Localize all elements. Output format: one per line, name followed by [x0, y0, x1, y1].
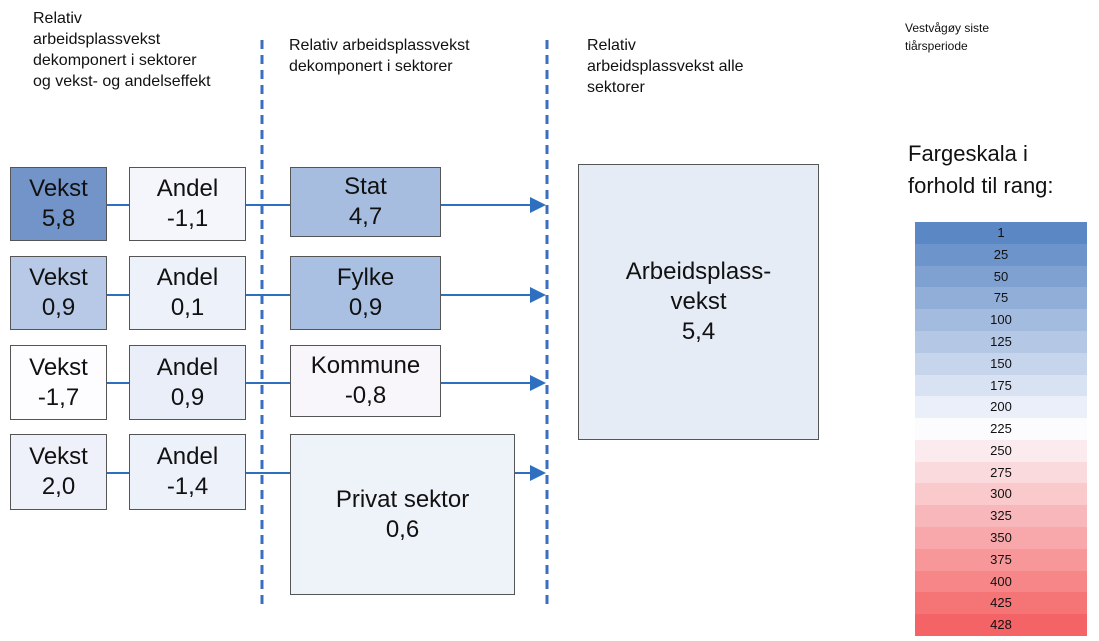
column-header: Relativ arbeidsplassvekst dekomponert i … [289, 37, 470, 75]
scale-entry: 375 [915, 548, 1087, 571]
scale-entry: 350 [915, 527, 1087, 549]
share-label: Andel [156, 353, 219, 381]
scale-entry: 1 [915, 222, 1087, 244]
total-box: Arbeidsplass- vekst 5,4 [578, 164, 819, 440]
growth-label: Vekst [29, 175, 88, 202]
scale-entry: 428 [915, 614, 1087, 636]
share-label: Andel [156, 264, 219, 291]
scale-entry: 400 [915, 570, 1087, 593]
growth-box: Vekst 0,9 [10, 256, 107, 330]
sector-box: Stat 4,7 [290, 167, 441, 237]
scale-entry: 275 [915, 461, 1087, 484]
growth-value: 5,8 [41, 205, 76, 232]
growth-box: Vekst -1,7 [10, 345, 107, 420]
sector-label: Stat [344, 173, 387, 200]
column-header: Relativ arbeidsplassvekst alle sektorer [587, 37, 744, 96]
share-value: 0,9 [170, 383, 205, 411]
scale-entry: 25 [915, 243, 1087, 266]
scale-entry: 300 [915, 483, 1087, 506]
scale-entry: 50 [915, 265, 1087, 288]
share-value: -1,1 [166, 205, 209, 232]
share-box: Andel 0,9 [129, 345, 246, 420]
note: Vestvågøy siste tiårsperiode [905, 21, 990, 53]
sector-box: Privat sektor 0,6 [290, 434, 515, 595]
scale-entry: 150 [915, 352, 1087, 375]
scale-entry: 425 [915, 592, 1087, 615]
sector-label: Privat sektor [335, 485, 470, 513]
growth-value: 0,9 [41, 294, 76, 321]
scale-entry: 225 [915, 418, 1087, 440]
sector-value: 0,6 [385, 515, 420, 543]
scale-entry: 175 [915, 374, 1087, 397]
growth-label: Vekst [29, 353, 88, 381]
growth-box: Vekst 2,0 [10, 434, 107, 510]
share-box: Andel 0,1 [129, 256, 246, 330]
scale-title: Fargeskala i forhold til rang: [908, 141, 1054, 198]
growth-label: Vekst [29, 264, 88, 291]
column-header: Relativ arbeidsplassvekst dekomponert i … [33, 10, 211, 90]
sector-box: Fylke 0,9 [290, 256, 441, 330]
scale-entry: 100 [915, 309, 1087, 331]
total-value: 5,4 [681, 318, 716, 345]
share-label: Andel [156, 175, 219, 202]
growth-value: 2,0 [41, 473, 76, 500]
sector-value: -0,8 [344, 382, 387, 409]
growth-value: -1,7 [37, 383, 80, 411]
scale-entry: 250 [915, 439, 1087, 462]
scale-entry: 75 [915, 287, 1087, 310]
sector-label: Kommune [310, 352, 421, 379]
growth-box: Vekst 5,8 [10, 167, 107, 241]
sector-value: 4,7 [348, 203, 383, 230]
share-label: Andel [156, 443, 219, 470]
share-value: -1,4 [166, 473, 209, 500]
share-box: Andel -1,1 [129, 167, 246, 241]
sector-box: Kommune -0,8 [290, 345, 441, 417]
scale-entry: 125 [915, 330, 1087, 353]
scale-entry: 325 [915, 505, 1087, 528]
sector-value: 0,9 [348, 294, 383, 321]
share-value: 0,1 [170, 294, 205, 321]
total-label: Arbeidsplass- vekst [625, 258, 772, 315]
scale-entry: 200 [915, 396, 1087, 419]
share-box: Andel -1,4 [129, 434, 246, 510]
growth-label: Vekst [29, 443, 88, 470]
sector-label: Fylke [336, 264, 395, 291]
